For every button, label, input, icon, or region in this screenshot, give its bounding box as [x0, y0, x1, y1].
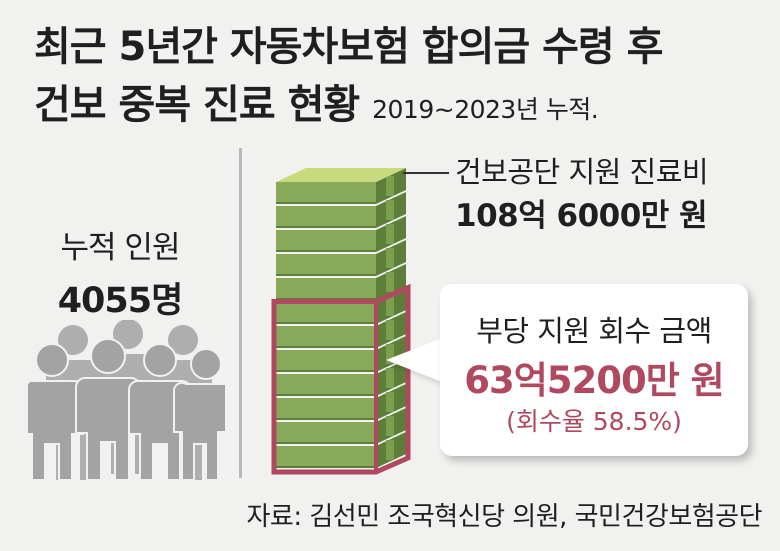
money-bundle [276, 182, 376, 204]
person-icon [172, 348, 227, 480]
bundle-edge [276, 370, 376, 372]
people-label: 누적 인원 [60, 230, 181, 266]
title-line-1: 최근 5년간 자동차보험 합의금 수령 후 [34, 24, 663, 70]
bundle-edge [276, 202, 376, 204]
bundle-band [386, 296, 394, 316]
bundle-band [386, 176, 394, 196]
bundle-edge [276, 394, 376, 396]
bundle-edge [276, 298, 376, 300]
money-stack-chart [271, 168, 411, 475]
callout-pointer [386, 338, 442, 382]
bundle-edge [276, 322, 376, 324]
title-line-2-wrap: 건보 중복 진료 현황 2019~2023년 누적. [34, 76, 662, 139]
bundle-edge [276, 226, 376, 228]
total-value: 108억 6000만 원 [455, 198, 708, 234]
bundle-edge [276, 250, 376, 252]
money-bundle [276, 350, 376, 372]
bundle-edge [276, 442, 376, 444]
bundle-band [386, 392, 394, 412]
money-bundle [276, 326, 376, 348]
bundle-edge [276, 346, 376, 348]
bundle-band [386, 224, 394, 244]
money-bundle [276, 422, 376, 444]
money-bundle [276, 254, 376, 276]
recovery-rate: (회수율 58.5%) [506, 407, 682, 436]
money-bundle [276, 230, 376, 252]
recovered-callout: 부당 지원 회수 금액 63억5200만 원 (회수율 58.5%) [440, 284, 748, 456]
title-subtitle: 2019~2023년 누적. [372, 95, 599, 124]
people-group-icon [28, 320, 227, 480]
title-line-2: 건보 중복 진료 현황 [34, 82, 360, 128]
bundle-band [386, 272, 394, 292]
recovered-label: 부당 지원 회수 금액 [476, 314, 712, 348]
bundle-band [386, 248, 394, 268]
chart-title: 최근 5년간 자동차보험 합의금 수령 후 건보 중복 진료 현황 2019~2… [34, 18, 663, 139]
bundle-band [386, 200, 394, 220]
bundle-edge [276, 418, 376, 420]
stack-top [276, 168, 406, 182]
divider-line [239, 148, 242, 478]
money-bundle [276, 278, 376, 300]
money-bundle [276, 302, 376, 324]
total-label: 건보공단 지원 진료비 [455, 155, 709, 189]
bundle-band [386, 320, 394, 340]
people-value: 4055명 [57, 281, 184, 321]
bundle-band [386, 416, 394, 436]
bundle-edge [276, 274, 376, 276]
money-bundle [276, 206, 376, 228]
money-bundle [276, 398, 376, 420]
recovered-value: 63억5200만 원 [464, 359, 724, 402]
source-note: 자료: 김선민 조국혁신당 의원, 국민건강보험공단 [246, 502, 763, 532]
bundle-edge [276, 466, 376, 468]
leader-line [403, 172, 449, 174]
money-bundle [276, 446, 376, 468]
bundle-band [386, 440, 394, 460]
money-bundle [276, 374, 376, 396]
total-annotation: 건보공단 지원 진료비 108억 6000만 원 [455, 150, 709, 238]
